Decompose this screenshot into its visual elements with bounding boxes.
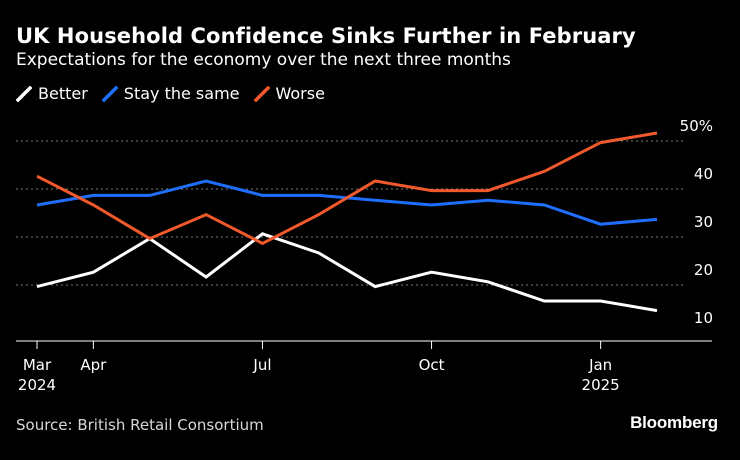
legend-swatch-worse bbox=[253, 85, 270, 102]
legend-swatch-stay-the-same bbox=[101, 85, 118, 102]
x-tick-label-jan: Jan bbox=[588, 356, 612, 374]
legend-item-better: Better bbox=[16, 84, 88, 103]
gridlines bbox=[16, 140, 684, 286]
series-line-stay-the-same bbox=[36, 179, 658, 226]
y-tick-label-20: 20 bbox=[694, 261, 713, 279]
chart-subtitle: Expectations for the economy over the ne… bbox=[16, 50, 511, 70]
y-tick-label-30: 30 bbox=[694, 213, 713, 231]
chart-title: UK Household Confidence Sinks Further in… bbox=[16, 24, 636, 48]
legend-swatch-line-stay-the-same bbox=[101, 85, 118, 102]
series-line-better bbox=[36, 232, 658, 313]
y-tick-label-40: 40 bbox=[694, 165, 713, 183]
x-tick-label-jul: Jul bbox=[252, 356, 271, 374]
series-line-worse bbox=[36, 131, 658, 246]
bloomberg-logo: Bloomberg bbox=[630, 413, 718, 432]
x-tick-year-2024: 2024 bbox=[18, 376, 56, 394]
legend-swatch-line-better bbox=[16, 85, 32, 102]
y-axis-labels: 10 20 30 40 50% bbox=[680, 117, 713, 327]
legend-swatch-better bbox=[16, 85, 32, 102]
x-tick-label-apr: Apr bbox=[80, 356, 107, 374]
x-tick-label-mar: Mar bbox=[23, 356, 52, 374]
x-tick-label-oct: Oct bbox=[419, 356, 445, 374]
x-tick-year-2025: 2025 bbox=[582, 376, 620, 394]
y-tick-label-10: 10 bbox=[694, 309, 713, 327]
legend-item-worse: Worse bbox=[253, 84, 325, 103]
series-lines bbox=[36, 131, 658, 313]
legend-label-stay-the-same: Stay the same bbox=[123, 84, 240, 103]
legend-label-better: Better bbox=[38, 84, 88, 103]
x-axis: Mar 2024 Apr Jul Oct Jan 2025 bbox=[16, 340, 712, 394]
y-tick-label-50: 50% bbox=[680, 117, 713, 135]
legend-label-worse: Worse bbox=[275, 84, 325, 103]
legend-swatch-line-worse bbox=[253, 85, 270, 102]
legend: Better Stay the same Worse bbox=[16, 84, 339, 103]
legend-item-stay-the-same: Stay the same bbox=[101, 84, 240, 103]
source-note: Source: British Retail Consortium bbox=[16, 416, 264, 434]
